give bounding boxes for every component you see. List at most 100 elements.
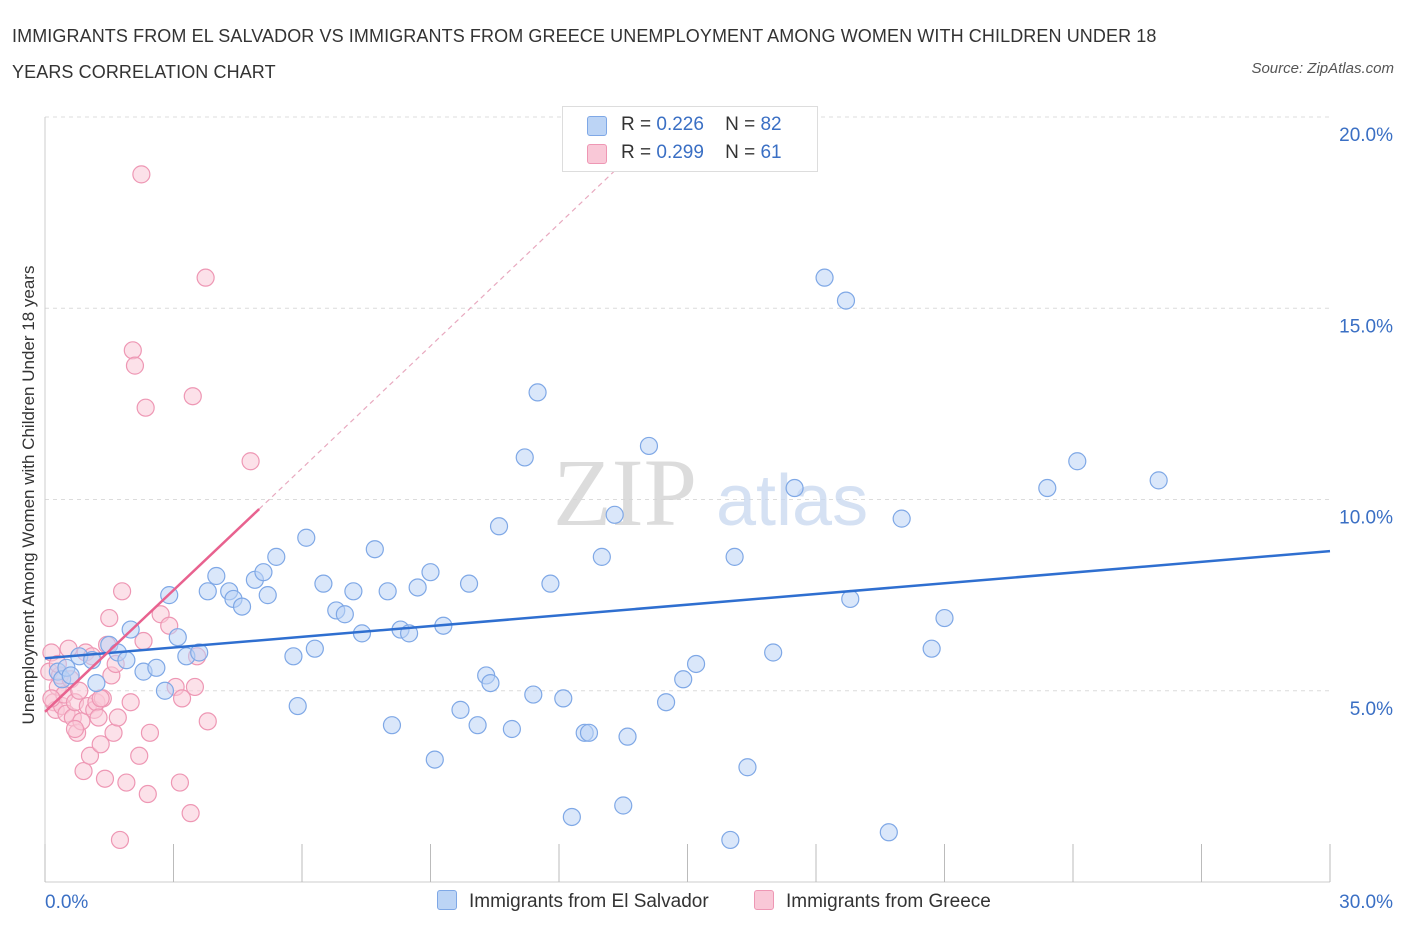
point-el-salvador [605, 505, 624, 524]
legend-label-greece: Immigrants from Greece [786, 891, 991, 912]
x-tick-label: 0.0% [45, 892, 88, 913]
point-el-salvador [284, 647, 303, 666]
point-el-salvador [297, 528, 316, 547]
point-greece [170, 773, 190, 792]
point-el-salvador [190, 643, 209, 662]
point-greece [108, 708, 127, 727]
point-greece [125, 356, 145, 375]
point-el-salvador [207, 566, 226, 586]
point-el-salvador [656, 693, 676, 712]
point-greece [100, 608, 119, 628]
point-el-salvador [725, 547, 744, 566]
point-el-salvador [815, 268, 834, 287]
point-greece [65, 719, 85, 739]
trend-extension [258, 166, 620, 510]
point-el-salvador [155, 681, 175, 700]
point-el-salvador [528, 383, 547, 402]
point-el-salvador [481, 673, 500, 693]
point-el-salvador [344, 582, 363, 601]
y-tick-label: 15.0% [1339, 316, 1393, 337]
point-greece [89, 708, 108, 727]
legend-label-el-salvador: Immigrants from El Salvador [469, 891, 709, 912]
point-el-salvador [592, 547, 611, 566]
point-el-salvador [1038, 478, 1057, 498]
point-greece [185, 677, 205, 697]
point-el-salvador [1149, 471, 1168, 490]
point-greece [74, 761, 93, 781]
point-el-salvador [288, 696, 307, 716]
point-el-salvador [258, 586, 277, 605]
point-greece [112, 582, 132, 601]
point-greece [123, 341, 142, 360]
point-greece [140, 723, 160, 742]
point-el-salvador [841, 589, 860, 609]
point-greece [121, 693, 140, 712]
point-el-salvador [168, 628, 187, 647]
y-axis-label: Unemployment Among Women with Children U… [19, 266, 38, 725]
point-el-salvador [335, 605, 354, 624]
point-el-salvador [738, 758, 757, 777]
source-label: Source: ZipAtlas.com [1251, 60, 1394, 77]
point-el-salvador [785, 478, 804, 498]
trend-lines [44, 508, 1331, 713]
point-el-salvador [382, 716, 402, 735]
point-el-salvador [764, 643, 783, 662]
point-el-salvador [232, 597, 252, 616]
point-el-salvador [935, 608, 954, 628]
watermark-zip: ZIP [553, 439, 697, 546]
point-el-salvador [425, 750, 444, 769]
y-tick-label: 5.0% [1350, 699, 1393, 720]
y-tick-label: 10.0% [1339, 508, 1393, 529]
point-greece [95, 769, 115, 788]
point-el-salvador [1068, 452, 1087, 471]
point-el-salvador [408, 578, 427, 597]
point-greece [91, 735, 110, 754]
point-greece [70, 681, 89, 700]
legend-swatch-blue [587, 116, 607, 136]
point-greece [241, 452, 260, 471]
tick-labels: 5.0% 10.0% 15.0% 20.0% 0.0% 30.0% [45, 125, 1393, 913]
point-el-salvador [579, 723, 599, 742]
point-greece [196, 268, 215, 287]
r-value: 0.299 [656, 142, 704, 163]
legend-swatch-pink [587, 144, 607, 164]
point-el-salvador [468, 716, 487, 735]
n-value: 61 [760, 142, 782, 163]
legend-item-greece: Immigrants from Greece [754, 890, 991, 913]
points-el-salvador [48, 268, 1168, 850]
point-el-salvador [502, 719, 521, 739]
watermark: ZIP atlas [553, 439, 868, 546]
r-label: R = [621, 142, 652, 163]
axes [44, 117, 1331, 883]
point-el-salvador [117, 651, 136, 670]
trend-line-greece-extension [258, 166, 620, 510]
legend-swatch-blue [437, 890, 457, 910]
point-el-salvador [562, 807, 581, 827]
point-el-salvador [378, 582, 397, 601]
n-label: N = [725, 114, 756, 135]
point-greece [110, 830, 130, 850]
point-el-salvador [618, 727, 637, 746]
point-el-salvador [451, 700, 470, 719]
n-label: N = [725, 142, 756, 163]
y-tick-label: 20.0% [1339, 125, 1393, 146]
trend-line-el-salvador [44, 549, 1331, 660]
point-el-salvador [254, 563, 273, 582]
r-label: R = [621, 114, 652, 135]
point-el-salvador [147, 658, 166, 677]
point-el-salvador [554, 689, 573, 708]
point-greece [130, 746, 149, 765]
point-el-salvador [836, 291, 856, 310]
point-el-salvador [721, 830, 740, 850]
r-value: 0.226 [656, 114, 704, 135]
point-el-salvador [61, 666, 80, 685]
correlation-legend: R = 0.226 N = 82 R = 0.299 N = 61 [562, 106, 818, 172]
point-el-salvador [879, 823, 898, 842]
legend-item-el-salvador: Immigrants from El Salvador [437, 890, 709, 913]
points-greece [40, 165, 260, 850]
point-greece [198, 712, 217, 731]
point-greece [132, 165, 151, 184]
point-el-salvador [459, 574, 479, 593]
point-el-salvador [87, 673, 106, 693]
point-greece [136, 398, 155, 417]
